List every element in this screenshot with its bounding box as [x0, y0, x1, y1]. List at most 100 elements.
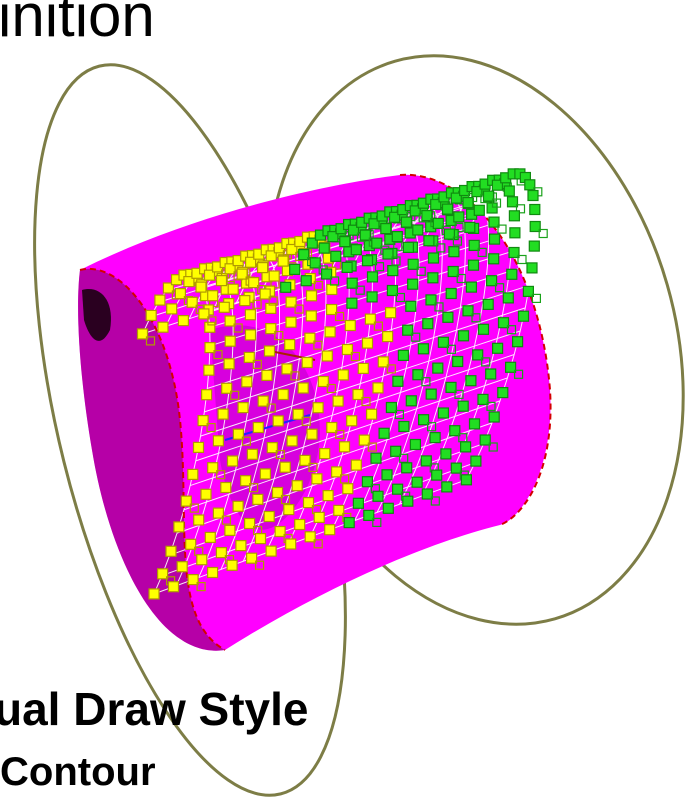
node-marker-back [392, 375, 404, 387]
node-marker-front [237, 402, 249, 414]
node-marker-front [220, 481, 232, 494]
node-marker-outline [515, 204, 526, 214]
node-marker-back [400, 216, 412, 228]
node-marker-front [236, 268, 248, 280]
mesh-grid-line [200, 330, 521, 437]
top-title: inition [0, 0, 155, 49]
node-marker-front [177, 315, 189, 327]
node-marker-outline [145, 336, 156, 346]
node-marker-front [201, 389, 213, 401]
node-marker-front [385, 307, 397, 319]
node-marker-back [503, 185, 515, 197]
node-marker-back [464, 221, 476, 233]
node-marker-back [407, 258, 419, 270]
node-marker-outline [374, 262, 385, 272]
node-marker-front [244, 517, 256, 530]
node-marker-back [508, 210, 520, 222]
node-marker-outline [361, 396, 371, 407]
node-marker-front [248, 277, 260, 289]
node-marker-outline [394, 409, 404, 420]
node-marker-front [246, 448, 258, 460]
node-marker-back [450, 462, 462, 474]
node-marker-back [330, 250, 342, 262]
node-marker-front [305, 290, 318, 302]
node-marker-front [240, 475, 252, 487]
node-marker-back [346, 297, 358, 309]
node-marker-back [488, 216, 500, 228]
node-marker-back [409, 438, 421, 451]
node-marker-front [244, 329, 257, 341]
node-marker-front [203, 364, 215, 376]
node-marker-front [198, 308, 210, 320]
node-marker-outline [335, 429, 345, 440]
node-marker-back [386, 284, 398, 297]
node-marker-front [187, 468, 199, 480]
node-marker-front [207, 462, 219, 474]
node-marker-front [271, 486, 284, 499]
node-marker-outline [301, 416, 311, 426]
node-marker-back [506, 268, 518, 280]
node-marker-front [185, 538, 197, 550]
node-marker-front [145, 309, 157, 321]
node-marker-back [491, 179, 503, 191]
node-marker-back [429, 432, 441, 444]
node-marker-front [173, 521, 185, 533]
node-marker-front [204, 321, 216, 333]
node-marker-outline [427, 422, 437, 432]
node-marker-outline [255, 560, 265, 570]
node-marker-back [407, 278, 419, 290]
node-marker-back [401, 462, 413, 474]
node-marker-back [382, 502, 394, 514]
node-marker-outline [313, 280, 323, 291]
node-marker-front [187, 573, 199, 586]
node-marker-back [412, 369, 424, 381]
node-marker-outline [411, 332, 421, 342]
node-marker-back [421, 488, 433, 500]
node-marker-outline [335, 311, 345, 322]
node-marker-back [462, 197, 474, 209]
node-marker-front [183, 276, 195, 288]
mesh-grid-line [207, 284, 530, 389]
node-marker-front [382, 331, 394, 343]
node-marker-front [321, 350, 333, 362]
node-marker-outline [213, 350, 223, 360]
node-marker-front [224, 263, 236, 275]
node-marker-outline [393, 241, 403, 251]
node-marker-front [279, 461, 291, 473]
node-marker-back [392, 483, 404, 495]
node-marker-back [420, 455, 432, 467]
node-marker-front [324, 524, 336, 536]
node-marker-outline [416, 266, 426, 276]
node-marker-front [157, 568, 169, 580]
node-marker-outline [326, 383, 336, 394]
node-marker-back [465, 281, 477, 293]
node-marker-back [437, 336, 449, 348]
node-marker-back [298, 249, 310, 261]
node-marker-back [529, 220, 541, 233]
node-marker-outline [488, 442, 498, 452]
inner-shadow [82, 289, 111, 341]
node-marker-back [387, 265, 399, 277]
node-marker-front [207, 290, 219, 302]
node-marker-back [427, 252, 440, 264]
node-marker-front [285, 538, 297, 550]
node-marker-front [224, 524, 236, 537]
node-marker-back [441, 203, 454, 215]
node-marker-front [157, 321, 169, 333]
node-marker-outline [330, 276, 340, 286]
node-marker-outline [517, 254, 527, 265]
node-marker-back [449, 425, 461, 437]
node-marker-front [196, 554, 208, 566]
node-marker-back [411, 476, 423, 488]
node-marker-back [477, 393, 489, 405]
node-marker-back [443, 228, 455, 240]
node-marker-back [347, 224, 360, 236]
node-marker-front [217, 408, 229, 420]
node-marker-front [268, 270, 280, 282]
node-marker-front [259, 288, 271, 300]
node-marker-back [431, 469, 443, 481]
node-marker-back [352, 497, 364, 509]
node-marker-back [485, 368, 497, 380]
node-marker-front [344, 319, 356, 332]
